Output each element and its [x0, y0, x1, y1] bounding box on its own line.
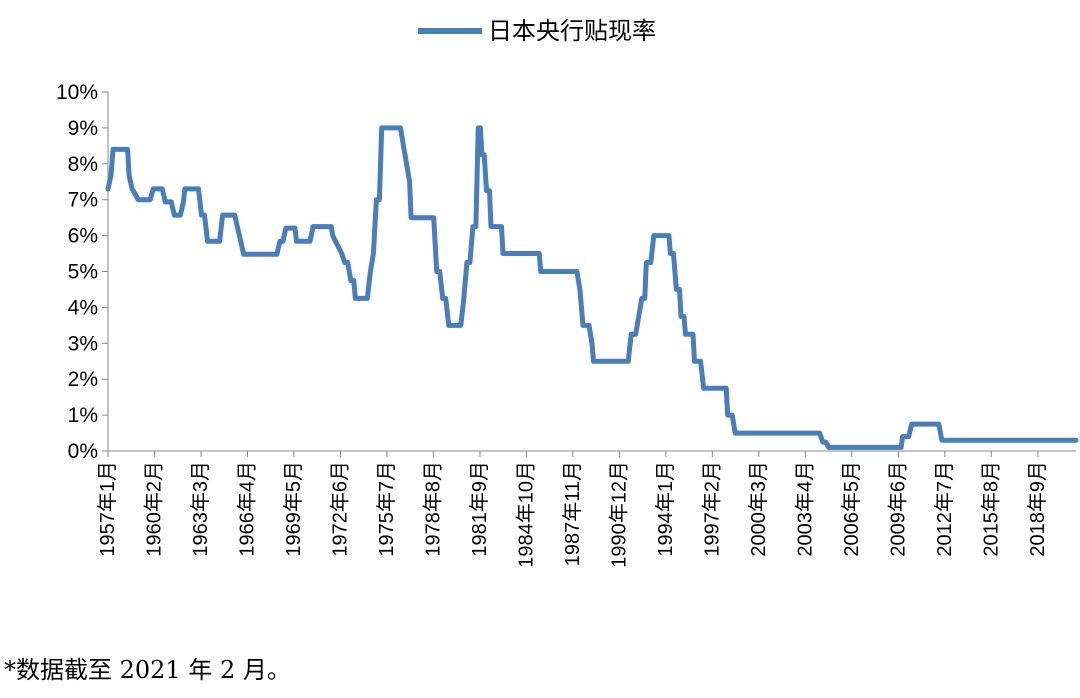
x-tick-label: 1994年1月	[654, 461, 677, 557]
x-tick-label: 2012年7月	[933, 461, 956, 557]
x-axis-ticks: 1957年1月 1960年2月 1963年3月 1966年4月 1969年5月 1972年…	[96, 451, 1049, 568]
y-tick-label: 6%	[68, 225, 98, 248]
x-tick-label: 1984年10月	[514, 461, 537, 568]
x-tick-label: 2003年4月	[793, 461, 816, 557]
x-tick-label: 1997年2月	[700, 461, 723, 557]
x-tick-label: 1966年4月	[235, 461, 258, 557]
x-tick-label: 1990年12月	[607, 461, 630, 568]
footnote: *数据截至 2021 年 2 月。	[4, 656, 291, 684]
series-layer	[105, 125, 1079, 450]
y-tick-label: 10%	[56, 81, 98, 104]
x-tick-label: 1969年5月	[282, 461, 305, 557]
y-tick-label: 3%	[68, 332, 98, 355]
y-tick-label: 8%	[68, 153, 98, 176]
y-tick-label: 9%	[68, 117, 98, 140]
x-tick-label: 1981年9月	[468, 461, 491, 557]
x-tick-label: 2009年6月	[886, 461, 909, 557]
legend-label: 日本央行贴现率	[488, 17, 656, 45]
y-tick-label: 7%	[68, 189, 98, 212]
axes	[107, 92, 1076, 452]
series-line	[105, 125, 1079, 450]
x-tick-label: 1957年1月	[96, 461, 119, 557]
y-axis-ticks: 0% 1% 2% 3% 4% 5% 6% 7% 8% 9% 10%	[56, 81, 108, 463]
x-tick-label: 1978年8月	[421, 461, 444, 557]
x-tick-label: 1963年3月	[189, 461, 212, 557]
x-tick-label: 2015年8月	[979, 461, 1002, 557]
x-tick-label: 2018年9月	[1026, 461, 1049, 557]
x-tick-label: 2006年5月	[840, 461, 863, 557]
x-tick-label: 1975年7月	[375, 461, 398, 557]
y-tick-label: 1%	[68, 404, 98, 427]
x-tick-label: 1972年6月	[329, 461, 352, 557]
y-tick-label: 0%	[68, 440, 98, 463]
x-tick-label: 2000年3月	[747, 461, 770, 557]
y-tick-label: 2%	[68, 368, 98, 391]
x-tick-label: 1960年2月	[142, 461, 165, 557]
y-tick-label: 4%	[68, 296, 98, 319]
legend: 日本央行贴现率	[418, 17, 656, 45]
y-tick-label: 5%	[68, 261, 98, 284]
x-tick-label: 1987年11月	[561, 461, 584, 566]
